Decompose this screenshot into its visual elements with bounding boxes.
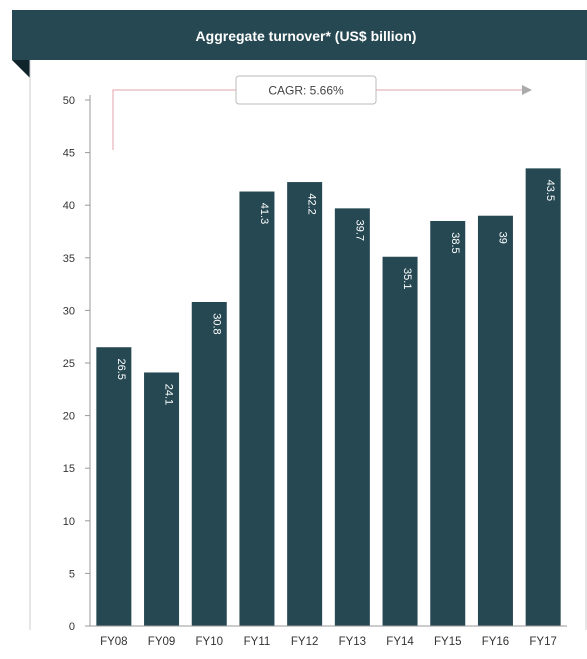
- x-tick-label: FY10: [196, 636, 224, 648]
- bar-value-label: 41.3: [258, 203, 270, 224]
- title-banner: [12, 10, 587, 60]
- cagr-box: [235, 75, 377, 105]
- bar-value-label: 39.7: [353, 220, 365, 241]
- x-tick-label: FY11: [244, 636, 271, 648]
- bar-fy08: [96, 347, 132, 626]
- bar-value-label: 30.8: [210, 313, 222, 334]
- bar-fy17: [525, 168, 561, 626]
- y-tick-label: 40: [63, 200, 75, 212]
- bar-value-label: 42.2: [306, 193, 318, 214]
- banner-fold: [12, 60, 30, 78]
- bar-value-label: 24.1: [163, 384, 175, 405]
- bar-value-label: 26.5: [115, 359, 127, 380]
- x-tick-label: FY08: [100, 636, 128, 648]
- bar-fy15: [430, 220, 466, 627]
- x-tick-label: FY17: [529, 636, 557, 648]
- chart-title: Aggregate turnover* (US$ billion): [196, 28, 417, 44]
- cagr-label: CAGR: 5.66%: [268, 84, 344, 98]
- x-axis: FY08 FY09 FY10 FY11 FY12 FY13 FY14 FY15 FY16 FY17: [90, 625, 567, 648]
- cagr-arrow-line: [112, 89, 236, 150]
- bar-fy09: [144, 372, 180, 626]
- x-tick-label: FY15: [434, 636, 462, 648]
- bar-fy11: [239, 191, 275, 627]
- y-axis: 0 5 10 15 20 25 30 35 40 45 50: [63, 95, 91, 633]
- bar-fy12: [287, 182, 323, 626]
- bar-value-label: 38.5: [449, 232, 461, 253]
- y-tick-label: 15: [63, 463, 75, 475]
- x-tick-label: FY13: [339, 636, 367, 648]
- y-tick-label: 35: [63, 253, 75, 265]
- y-tick-label: 0: [69, 621, 75, 633]
- y-tick-label: 50: [63, 95, 75, 107]
- bar-fy13: [334, 208, 370, 626]
- bar-fy16: [477, 215, 513, 626]
- y-tick-label: 10: [63, 516, 75, 528]
- x-tick-label: FY14: [386, 636, 414, 648]
- bar-value-label: 43.5: [544, 180, 556, 201]
- y-tick-label: 25: [63, 358, 75, 370]
- cagr-annotation: CAGR: 5.66%: [112, 75, 532, 150]
- x-tick-label: FY09: [148, 636, 176, 648]
- bar-value-label: 39: [496, 232, 508, 244]
- bar-fy14: [382, 256, 418, 626]
- bars: 26.5 24.1 30.8 41.3 42.2 39.7 35.1 38.5 39 43.5: [96, 168, 561, 627]
- cagr-arrow-head: [522, 85, 532, 95]
- y-tick-label: 5: [69, 568, 75, 580]
- x-tick-label: FY16: [482, 636, 510, 648]
- bar-fy10: [191, 301, 227, 626]
- y-tick-label: 20: [63, 411, 75, 423]
- x-tick-label: FY12: [291, 636, 319, 648]
- y-tick-label: 30: [63, 305, 75, 317]
- bar-value-label: 35.1: [401, 268, 413, 289]
- y-tick-label: 45: [63, 148, 75, 160]
